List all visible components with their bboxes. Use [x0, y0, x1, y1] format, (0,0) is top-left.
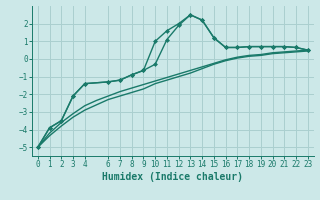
X-axis label: Humidex (Indice chaleur): Humidex (Indice chaleur)	[102, 172, 243, 182]
